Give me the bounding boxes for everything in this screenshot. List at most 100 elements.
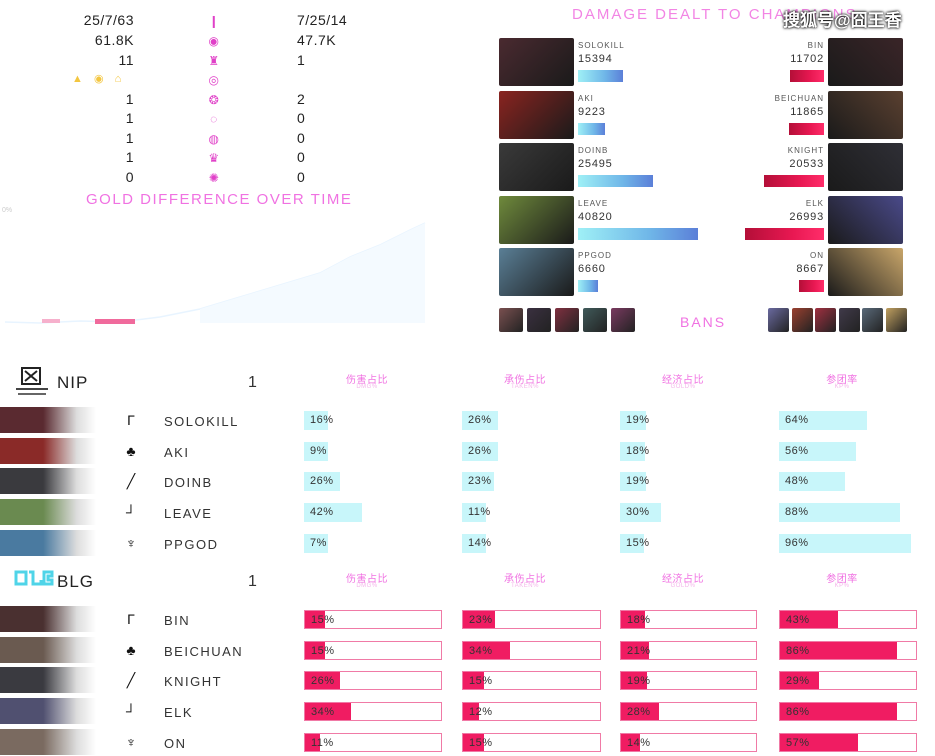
player-name: LEAVE bbox=[164, 506, 213, 522]
stat-bar-fill bbox=[463, 733, 484, 751]
stat-bar: 21% bbox=[620, 640, 757, 660]
stat-bar: 26% bbox=[462, 441, 498, 461]
right-date: 7/25/14 bbox=[297, 12, 348, 28]
stat-bar: 43% bbox=[779, 610, 917, 629]
stat-bar: 9% bbox=[304, 441, 328, 461]
champion-portrait bbox=[828, 195, 903, 244]
stat-value: 26% bbox=[310, 475, 334, 488]
stat-bar-fill bbox=[305, 703, 352, 721]
player-portrait bbox=[0, 499, 96, 526]
stat-bar-fill bbox=[620, 411, 646, 430]
team1-stat-value: 1 bbox=[125, 110, 134, 126]
damage-bar bbox=[578, 175, 653, 187]
team2-stat-value: 2 bbox=[297, 90, 306, 107]
ban-portrait bbox=[583, 308, 607, 332]
team1-stat-value: 1 bbox=[125, 149, 134, 165]
stat-bar: 19% bbox=[620, 671, 757, 691]
column-header-label: 参团率 bbox=[826, 375, 858, 386]
top-icon: Γ bbox=[127, 412, 135, 428]
watermark: 搜狐号@囧王香 bbox=[783, 11, 902, 30]
stat-bar: 19% bbox=[620, 411, 649, 430]
team2-stat-value: 0 bbox=[297, 110, 306, 126]
column-header-label: 参团率 bbox=[826, 574, 858, 585]
player-portrait bbox=[0, 728, 96, 755]
stat-bar-fill bbox=[620, 441, 645, 461]
column-header: 伤害占比 DMG% bbox=[312, 570, 422, 589]
player-portrait bbox=[0, 468, 96, 495]
stat-value: 34% bbox=[469, 644, 493, 657]
stat-value: 7% bbox=[310, 536, 327, 549]
damage-bar bbox=[745, 227, 824, 240]
damage-player-name: ON bbox=[810, 251, 824, 260]
stat-value: 57% bbox=[786, 736, 810, 749]
damage-bar bbox=[578, 122, 605, 135]
team-name: BLG bbox=[57, 572, 95, 591]
player-name: ELK bbox=[164, 705, 194, 721]
ban-portrait bbox=[791, 308, 813, 332]
column-header-label: 经济占比 bbox=[662, 574, 704, 585]
stat-bar: 29% bbox=[779, 671, 917, 691]
stat-bar-fill bbox=[621, 703, 659, 721]
stat-value: 14% bbox=[627, 736, 651, 749]
damage-value: 8667 bbox=[796, 263, 824, 275]
stats-row: 0 ✺ 0 bbox=[0, 169, 340, 188]
stat-bar-fill bbox=[462, 441, 498, 461]
stat-bar: 34% bbox=[304, 702, 442, 722]
stats-row: 1 ◍ 0 bbox=[0, 130, 340, 149]
stat-bar: 88% bbox=[779, 503, 900, 523]
stats-row: 1 ◌ 0 bbox=[0, 110, 340, 129]
stat-bar-fill bbox=[462, 472, 494, 492]
mid-icon: ╱ bbox=[126, 473, 136, 490]
stat-value: 56% bbox=[785, 444, 809, 457]
ban-portrait bbox=[527, 308, 551, 332]
support-icon: ♆ bbox=[125, 733, 137, 750]
damage-bar bbox=[799, 280, 824, 292]
herald-icon: ◌ bbox=[210, 112, 218, 126]
player-name: KNIGHT bbox=[164, 674, 223, 690]
team2-stat-value: 47.7K bbox=[297, 32, 337, 48]
team2-stat-value: 0 bbox=[297, 129, 306, 146]
team2-stat-value: 0 bbox=[297, 149, 306, 165]
stat-bar: 26% bbox=[304, 671, 442, 691]
player-name: SOLOKILL bbox=[164, 414, 239, 429]
stat-bar: 11% bbox=[304, 732, 442, 752]
stat-bar-fill bbox=[621, 672, 647, 690]
stat-value: 86% bbox=[786, 644, 810, 657]
stat-bar: 96% bbox=[779, 533, 911, 553]
ban-portrait bbox=[555, 308, 579, 332]
player-portrait bbox=[0, 636, 96, 663]
stat-value: 19% bbox=[626, 414, 650, 426]
ban-portrait bbox=[499, 308, 523, 332]
stat-bar-fill bbox=[463, 703, 480, 721]
jungle-icon: ♣ bbox=[126, 442, 136, 459]
ban-portrait bbox=[815, 308, 836, 332]
stat-bar-fill bbox=[780, 703, 897, 721]
champion-portrait bbox=[828, 248, 903, 296]
stat-bar: 11% bbox=[462, 503, 490, 523]
player-portrait bbox=[0, 698, 96, 725]
stat-bar-fill bbox=[463, 672, 484, 690]
stat-bar-fill bbox=[620, 533, 644, 553]
ban-portrait bbox=[838, 308, 860, 332]
column-header-sub: GOLD% bbox=[670, 384, 696, 390]
stat-bar-fill bbox=[780, 611, 839, 628]
damage-player-name: AKI bbox=[578, 93, 594, 103]
stat-bar: 14% bbox=[620, 732, 757, 752]
gold-axis-label: 0% bbox=[2, 207, 13, 214]
gold-chart-title: GOLD DIFFERENCE OVER TIME bbox=[86, 191, 353, 208]
stat-bar: 18% bbox=[620, 610, 757, 629]
stat-bar-fill bbox=[305, 672, 341, 690]
gold-neg-segment bbox=[95, 319, 135, 324]
player-name: AKI bbox=[164, 444, 190, 460]
bans-label: BANS bbox=[680, 314, 727, 330]
kda-icon: ❙ bbox=[208, 14, 220, 28]
damage-player-name: LEAVE bbox=[578, 198, 609, 208]
damage-bar bbox=[578, 227, 698, 240]
stat-bar-fill bbox=[780, 641, 897, 659]
stat-bar-fill bbox=[462, 411, 498, 430]
column-header-sub: DMG% bbox=[356, 384, 378, 390]
damage-value: 9223 bbox=[578, 105, 606, 118]
eye-icon: ◍ bbox=[208, 131, 220, 146]
stat-bar: 15% bbox=[620, 533, 649, 553]
stat-value: 19% bbox=[626, 475, 650, 488]
